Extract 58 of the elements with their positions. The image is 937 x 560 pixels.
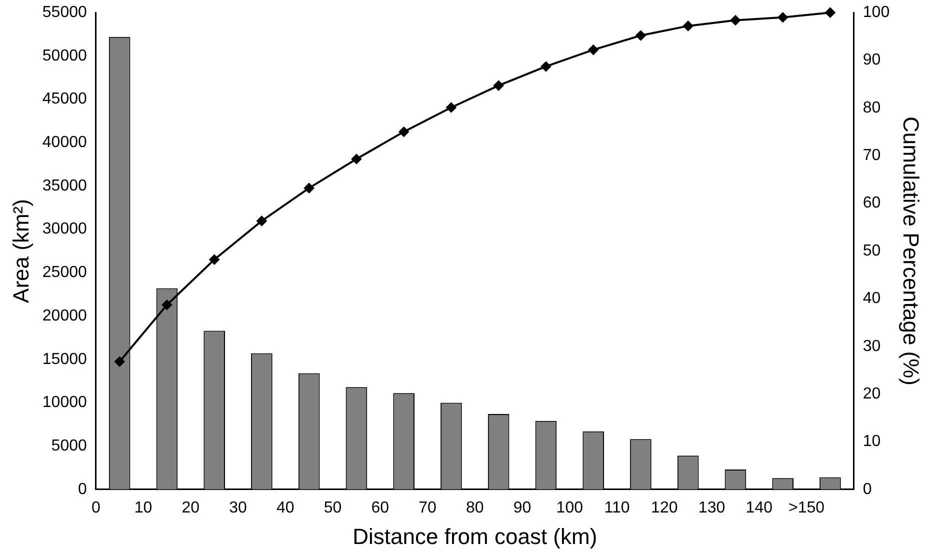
y2-tick-label: 20 <box>862 385 881 402</box>
y-tick-label: 10000 <box>42 394 87 412</box>
point <box>446 102 456 112</box>
y-tick-label: 40000 <box>42 134 87 152</box>
point <box>209 254 220 265</box>
x-tick-label: 90 <box>513 499 532 516</box>
point <box>683 20 694 31</box>
y-tick-label: 50000 <box>42 47 87 64</box>
y2-tick-label: 40 <box>862 290 881 308</box>
y2-tick-label: 10 <box>862 433 881 450</box>
y2-axis-title: Cumulative Percentage (%) <box>898 116 924 386</box>
y2-tick-label: 0 <box>862 480 872 498</box>
x-tick-label: 110 <box>604 499 630 516</box>
y2-tick-label: 60 <box>862 194 881 212</box>
x-tick-label: 10 <box>134 499 152 516</box>
point <box>778 12 788 22</box>
x-tick-label: 130 <box>698 499 726 516</box>
x-tick-label: 70 <box>418 499 437 516</box>
y-tick-label: 30000 <box>42 220 87 238</box>
y-tick-label: 55000 <box>42 4 87 22</box>
point <box>730 15 740 26</box>
y2-tick-label: 30 <box>862 338 881 355</box>
x-tick-label: 0 <box>91 499 100 516</box>
x-tick-label: 40 <box>276 499 294 516</box>
x-tick-label: 60 <box>371 499 390 516</box>
y-axis-title: Area (km²) <box>8 199 34 303</box>
point <box>494 80 504 91</box>
x-tick-label: 30 <box>229 499 248 516</box>
x-tick-label: 50 <box>324 499 342 516</box>
point <box>114 356 125 367</box>
x-tick-label: 120 <box>651 499 678 516</box>
x-tick-label: 140 <box>746 499 773 516</box>
y2-tick-label: 70 <box>862 147 881 164</box>
y-tick-label: 35000 <box>42 177 87 194</box>
y-tick-label: 5000 <box>51 437 87 454</box>
y2-tick-label: 90 <box>862 52 881 69</box>
y-tick-label: 20000 <box>42 307 87 324</box>
y-tick-label: 25000 <box>42 264 87 282</box>
point <box>351 154 362 164</box>
x-axis-title: Distance from coast (km) <box>352 524 598 549</box>
x-tick-label: 100 <box>556 499 584 516</box>
point <box>162 300 172 310</box>
x-tick-label: >150 <box>788 499 825 516</box>
x-tick-label: 80 <box>466 499 484 516</box>
y-tick-label: 0 <box>78 480 87 498</box>
y2-tick-label: 50 <box>862 242 881 260</box>
point <box>398 126 409 137</box>
y-tick-label: 15000 <box>42 350 87 368</box>
y2-tick-label: 80 <box>862 99 881 116</box>
point <box>825 8 836 18</box>
x-tick-label: 20 <box>182 499 200 516</box>
point <box>304 183 314 194</box>
point <box>540 61 551 72</box>
y2-tick-label: 100 <box>862 4 890 22</box>
point <box>588 44 598 55</box>
y-tick-label: 45000 <box>42 90 87 108</box>
point <box>256 216 267 226</box>
point <box>636 30 646 40</box>
